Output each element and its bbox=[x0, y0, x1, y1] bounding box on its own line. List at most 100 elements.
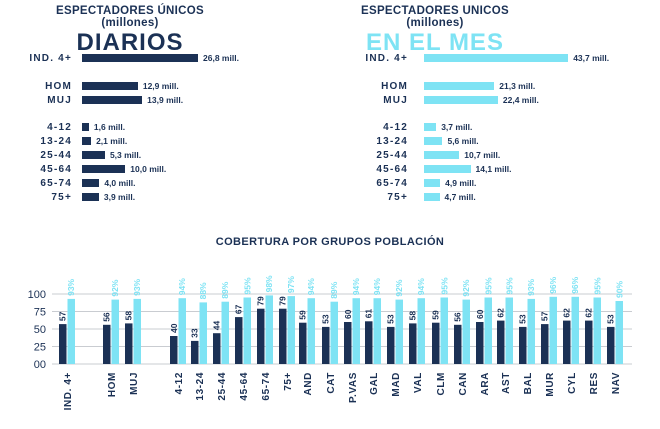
coverage-bar-daily bbox=[103, 324, 111, 364]
daily-row-label: 4-12 bbox=[47, 122, 72, 133]
monthly-data-label: 94% bbox=[416, 278, 426, 295]
daily-data-label: 44 bbox=[212, 320, 222, 330]
daily-row-bar bbox=[82, 179, 100, 187]
daily-row-label: MUJ bbox=[47, 95, 72, 106]
coverage-bar-monthly bbox=[330, 301, 338, 364]
daily-data-label: 59 bbox=[298, 310, 308, 320]
monthly-row-label: 65-74 bbox=[376, 178, 408, 189]
monthly-row-value: 43,7 mill. bbox=[573, 53, 610, 63]
category-label: CAT bbox=[326, 372, 337, 394]
monthly-big-title: EN EL MES bbox=[366, 29, 504, 56]
monthly-row-bar bbox=[424, 193, 440, 201]
category-label: 45-64 bbox=[239, 372, 250, 401]
daily-row-label: HOM bbox=[45, 81, 72, 92]
coverage-bar-daily bbox=[170, 336, 178, 364]
coverage-bar-daily bbox=[125, 323, 133, 364]
daily-row-value: 26,8 mill. bbox=[203, 53, 239, 63]
monthly-data-label: 89% bbox=[329, 281, 339, 298]
category-label: MUR bbox=[545, 372, 556, 397]
coverage-bar-daily bbox=[344, 322, 352, 364]
coverage-bar-monthly bbox=[67, 298, 75, 364]
monthly-data-label: 93% bbox=[66, 278, 76, 295]
daily-row-label: 65-74 bbox=[40, 178, 72, 189]
daily-data-label: 56 bbox=[453, 312, 463, 322]
category-label: CAN bbox=[458, 372, 469, 395]
category-label: GAL bbox=[369, 372, 380, 395]
y-tick-label: 00 bbox=[34, 359, 46, 371]
y-tick-label: 100 bbox=[28, 289, 46, 301]
monthly-row-bar bbox=[424, 54, 569, 62]
daily-row-label: IND. 4+ bbox=[29, 53, 72, 64]
coverage-bar-monthly bbox=[395, 299, 403, 364]
monthly-row: 75+ 4,7 mill. bbox=[330, 192, 660, 203]
coverage-bar-daily bbox=[585, 320, 593, 364]
monthly-data-label: 92% bbox=[461, 279, 471, 296]
monthly-data-label: 96% bbox=[570, 276, 580, 293]
monthly-data-label: 93% bbox=[132, 278, 142, 295]
monthly-row-label: IND. 4+ bbox=[365, 53, 408, 64]
coverage-bar-daily bbox=[607, 326, 615, 364]
daily-data-label: 79 bbox=[256, 296, 266, 306]
monthly-data-label: 94% bbox=[351, 278, 361, 295]
coverage-bar-daily bbox=[432, 322, 440, 364]
coverage-bar-daily bbox=[454, 324, 462, 364]
monthly-row-bar bbox=[424, 82, 495, 90]
daily-data-label: 62 bbox=[584, 308, 594, 318]
daily-row-bar bbox=[82, 54, 199, 62]
daily-row: 75+ 3,9 mill. bbox=[0, 192, 330, 203]
category-label: 25-44 bbox=[217, 372, 228, 401]
coverage-bar-monthly bbox=[307, 298, 315, 364]
monthly-row: IND. 4+ 43,7 mill. bbox=[330, 53, 660, 64]
category-label: CYL bbox=[567, 372, 578, 394]
daily-row-value: 13,9 mill. bbox=[147, 95, 184, 105]
coverage-bar-daily bbox=[257, 308, 265, 364]
category-label: RES bbox=[589, 372, 600, 394]
monthly-row-bar bbox=[424, 123, 437, 131]
daily-data-label: 59 bbox=[431, 310, 441, 320]
monthly-data-label: 95% bbox=[504, 277, 514, 294]
daily-title-line1: ESPECTADORES ÚNICOS bbox=[56, 5, 204, 17]
daily-data-label: 58 bbox=[124, 311, 134, 321]
daily-row: IND. 4+ 26,8 mill. bbox=[0, 53, 330, 64]
monthly-row-label: 25-44 bbox=[376, 150, 408, 161]
daily-data-label: 53 bbox=[386, 314, 396, 324]
daily-row: 4-12 1,6 mill. bbox=[0, 122, 330, 133]
category-label: IND. 4+ bbox=[63, 372, 74, 410]
category-label: CLM bbox=[436, 372, 447, 395]
category-label: ARA bbox=[480, 372, 491, 395]
coverage-bar-daily bbox=[213, 333, 221, 364]
coverage-bar-daily bbox=[497, 320, 505, 364]
coverage-bar-monthly bbox=[571, 296, 579, 364]
monthly-row-bar bbox=[424, 165, 471, 173]
coverage-bar-daily bbox=[191, 340, 199, 364]
coverage-bar-monthly bbox=[549, 296, 557, 364]
coverage-bar-monthly bbox=[440, 297, 448, 364]
monthly-title-line2: (millones) bbox=[406, 17, 464, 29]
monthly-data-label: 88% bbox=[198, 282, 208, 299]
daily-row-value: 2,1 mill. bbox=[96, 136, 128, 146]
daily-row-bar bbox=[82, 82, 138, 90]
daily-data-label: 57 bbox=[540, 311, 550, 321]
monthly-data-label: 94% bbox=[177, 278, 187, 295]
monthly-data-label: 90% bbox=[614, 281, 624, 298]
daily-data-label: 60 bbox=[343, 309, 353, 319]
monthly-row: 45-64 14,1 mill. bbox=[330, 164, 660, 175]
monthly-row: 13-24 5,6 mill. bbox=[330, 136, 660, 147]
monthly-panel-title: ESPECTADORES UNICOS (millones) bbox=[335, 5, 535, 29]
coverage-bar-daily bbox=[59, 324, 67, 364]
category-label: MAD bbox=[391, 372, 402, 397]
monthly-row-bar bbox=[424, 179, 441, 187]
monthly-data-label: 98% bbox=[264, 275, 274, 292]
daily-viewers-panel: ESPECTADORES ÚNICOS (millones) DIARIOS I… bbox=[0, 0, 330, 215]
monthly-data-label: 95% bbox=[242, 277, 252, 294]
coverage-bar-monthly bbox=[199, 302, 207, 364]
monthly-row-bar bbox=[424, 151, 460, 159]
daily-data-label: 33 bbox=[190, 328, 200, 338]
daily-row-label: 75+ bbox=[51, 192, 72, 203]
daily-row-label: 13-24 bbox=[40, 136, 72, 147]
daily-row-bar bbox=[82, 123, 89, 131]
monthly-row-label: 13-24 bbox=[376, 136, 408, 147]
coverage-bar-daily bbox=[322, 326, 330, 364]
monthly-row-value: 14,1 mill. bbox=[475, 164, 512, 174]
